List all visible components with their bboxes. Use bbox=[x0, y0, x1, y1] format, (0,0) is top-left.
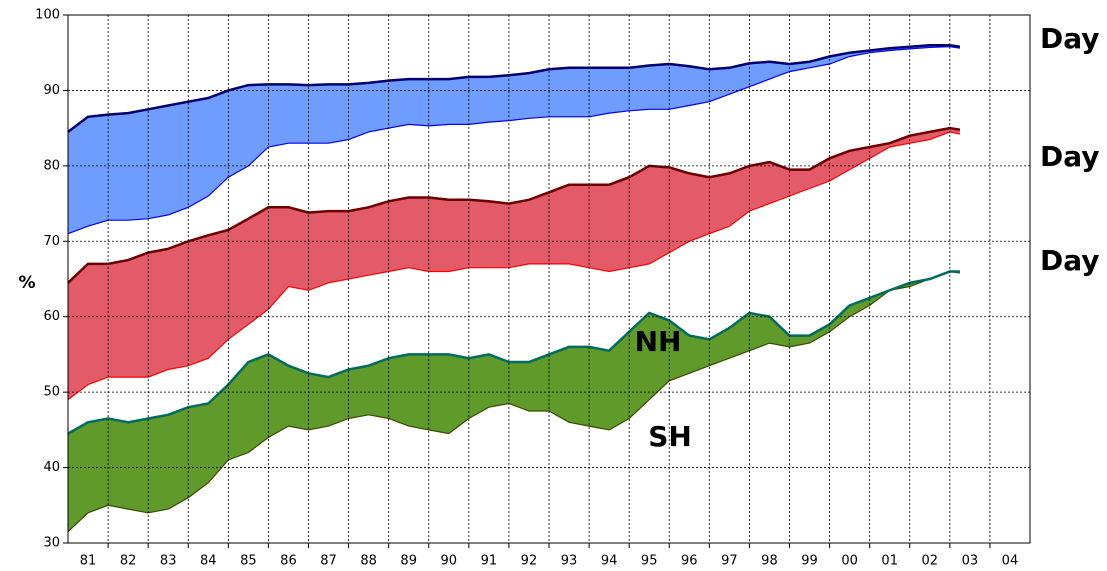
x-tick-label: 97 bbox=[721, 554, 738, 569]
x-tick-label: 04 bbox=[1002, 554, 1019, 569]
band-fill bbox=[68, 45, 960, 234]
x-tick-label: 03 bbox=[962, 554, 979, 569]
y-axis-label: % bbox=[18, 273, 35, 293]
x-tick-label: 81 bbox=[80, 554, 97, 569]
x-tick-label: 83 bbox=[160, 554, 177, 569]
x-tick-label: 94 bbox=[601, 554, 618, 569]
x-tick-label: 93 bbox=[561, 554, 578, 569]
y-tick-label: 70 bbox=[43, 234, 60, 249]
x-tick-label: 92 bbox=[521, 554, 538, 569]
x-tick-label: 99 bbox=[801, 554, 818, 569]
x-tick-label: 84 bbox=[200, 554, 217, 569]
legend-label: Day 5 bbox=[1040, 140, 1107, 173]
x-tick-label: 98 bbox=[761, 554, 778, 569]
plot-frame bbox=[67, 14, 1031, 544]
x-tick-label: 89 bbox=[400, 554, 417, 569]
x-tick-label: 96 bbox=[681, 554, 698, 569]
band-fill bbox=[68, 271, 960, 532]
annotation: SH bbox=[648, 420, 692, 453]
x-tick-label: 01 bbox=[881, 554, 898, 569]
legend-label: Day 3 bbox=[1040, 22, 1107, 55]
nh-line bbox=[67, 43, 961, 133]
y-tick-label: 100 bbox=[35, 8, 60, 23]
y-tick-label: 30 bbox=[43, 536, 60, 551]
y-tick-label: 50 bbox=[43, 385, 60, 400]
legend-label: Day 7 bbox=[1040, 244, 1107, 277]
y-tick-label: 90 bbox=[43, 83, 60, 98]
y-tick-label: 60 bbox=[43, 309, 60, 324]
band-fill bbox=[68, 128, 960, 400]
x-tick-label: 88 bbox=[360, 554, 377, 569]
x-tick-label: 95 bbox=[641, 554, 658, 569]
x-tick-label: 90 bbox=[441, 554, 458, 569]
x-tick-label: 91 bbox=[481, 554, 498, 569]
nh-line bbox=[67, 270, 960, 435]
x-tick-label: 02 bbox=[922, 554, 939, 569]
x-tick-label: 86 bbox=[280, 554, 297, 569]
y-tick-label: 80 bbox=[43, 158, 60, 173]
y-tick-label: 40 bbox=[43, 460, 60, 475]
sh-line bbox=[67, 270, 960, 533]
x-tick-label: 82 bbox=[120, 554, 137, 569]
x-tick-label: 00 bbox=[841, 554, 858, 569]
sh-line bbox=[67, 131, 961, 401]
nh-line bbox=[67, 126, 961, 284]
sh-line bbox=[67, 46, 960, 235]
annotation: NH bbox=[635, 325, 682, 358]
x-tick-label: 87 bbox=[320, 554, 337, 569]
x-tick-label: 85 bbox=[240, 554, 257, 569]
